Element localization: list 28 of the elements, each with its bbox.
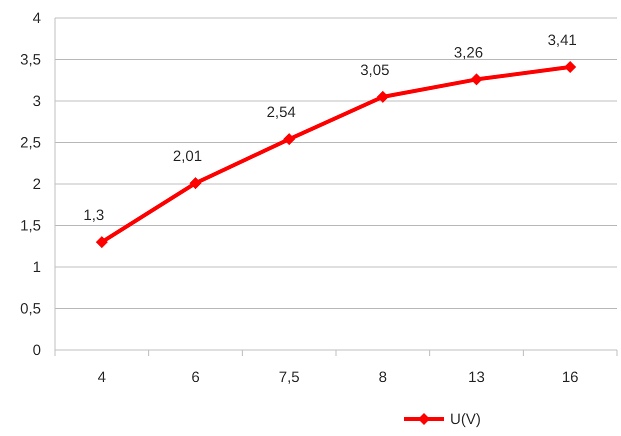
point [564,60,576,73]
legend-label: U(V) [450,411,481,428]
x-tick-label: 8 [378,369,388,386]
data-label: 2,01 [172,148,202,166]
x-tick-label: 16 [562,369,579,386]
y-tick-label: 2,5 [20,134,41,152]
data-label: 3,26 [454,44,484,62]
x-tick-label: 4 [98,369,106,386]
data-label: 1,3 [83,207,104,224]
y-tick-label: 2 [32,176,41,193]
point [190,177,202,190]
point [376,90,389,103]
point [470,73,482,86]
y-tick-label: 3 [32,93,41,110]
data-label: 3,41 [548,32,577,49]
y-tick-label: 0,5 [20,300,41,318]
x-tick-label: 7,5 [278,369,300,386]
x-tick-label: 6 [191,369,200,386]
y-tick-label: 1,5 [20,218,41,234]
x-tick-label: 13 [468,369,485,386]
y-tick-label: 3,5 [20,52,41,68]
data-label: 2,54 [266,104,296,122]
y-tick-label: 1 [32,259,41,276]
data-label: 3,05 [360,62,390,79]
point [96,236,108,248]
y-tick-label: 0 [32,342,41,359]
point [283,133,296,146]
y-tick-label: 4 [32,10,41,27]
